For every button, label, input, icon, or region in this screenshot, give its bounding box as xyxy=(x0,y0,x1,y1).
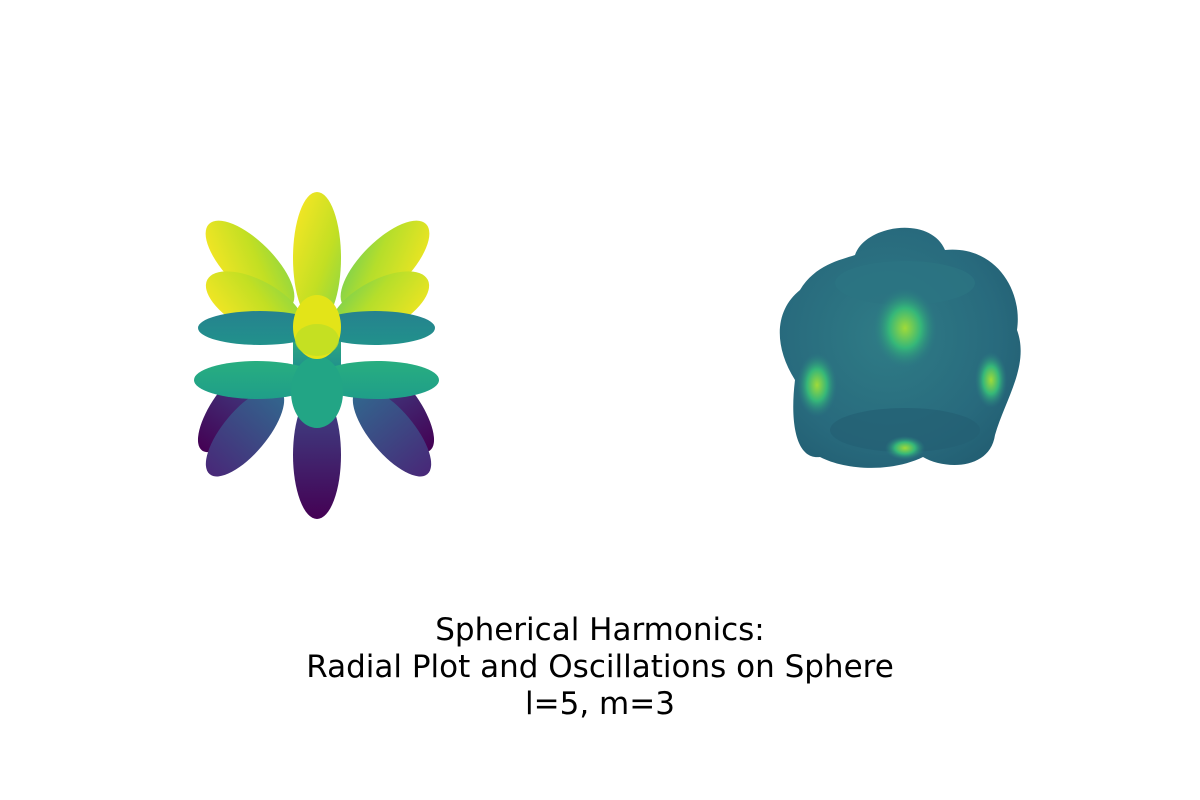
oscillation-highlight xyxy=(873,288,937,368)
lobe xyxy=(194,361,320,399)
figure-title: Spherical Harmonics: Radial Plot and Osc… xyxy=(200,612,1000,723)
radial-plot-panel xyxy=(194,192,439,519)
bump-shade xyxy=(835,261,975,305)
title-line-3: l=5, m=3 xyxy=(525,686,675,722)
lobes-equator xyxy=(194,311,439,428)
sphere-plot-panel xyxy=(779,227,1021,468)
oscillation-highlight xyxy=(885,436,925,460)
title-line-2: Radial Plot and Oscillations on Sphere xyxy=(306,649,894,685)
lobe xyxy=(315,361,439,399)
lobe xyxy=(198,311,322,345)
title-line-1: Spherical Harmonics: xyxy=(435,612,765,648)
oscillation-highlight xyxy=(797,353,837,417)
lobe xyxy=(315,311,435,345)
lobe xyxy=(291,356,343,428)
lobe-center-shade xyxy=(295,324,339,356)
oscillation-highlight xyxy=(975,352,1007,408)
lobe xyxy=(352,387,432,477)
lobe xyxy=(205,387,285,477)
lobe xyxy=(293,192,341,324)
bump-shade xyxy=(830,408,980,452)
